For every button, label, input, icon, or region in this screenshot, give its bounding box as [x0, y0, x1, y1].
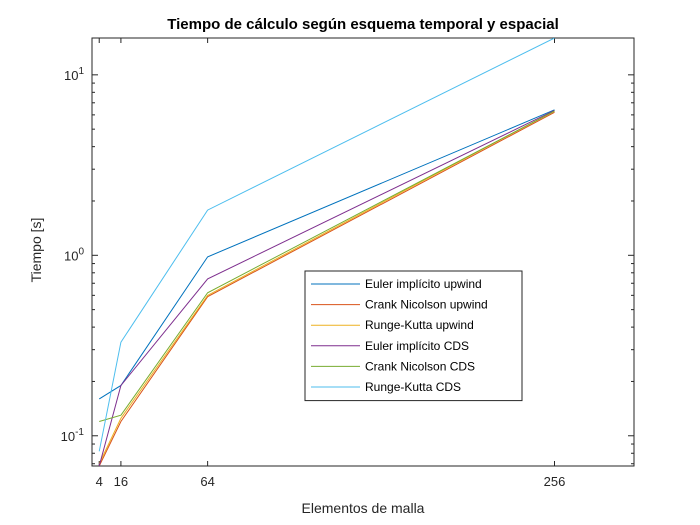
legend-label-4: Euler implícito CDS: [365, 339, 469, 353]
y-tick-label: 101: [64, 66, 84, 83]
plot-area: 4 16 64 256 10-1 100 101: [61, 37, 635, 489]
series-line-6: [98, 38, 555, 452]
legend-label-6: Runge-Kutta CDS: [365, 380, 461, 394]
legend: Euler implícito upwind Crank Nicolson upw…: [304, 270, 523, 402]
legend-label-1: Euler implícito upwind: [365, 277, 482, 291]
series-line-5: [99, 110, 555, 422]
legend-label-2: Crank Nicolson upwind: [365, 298, 488, 312]
series-line-1: [98, 109, 555, 400]
y-tick-label: 100: [64, 246, 84, 263]
x-axis-label: Elementos de malla: [302, 500, 425, 516]
x-tick-label: 64: [200, 474, 214, 489]
y-axis-label: Tiempo [s]: [28, 218, 44, 283]
legend-label-5: Crank Nicolson CDS: [365, 359, 475, 373]
x-tick-label: 16: [114, 474, 128, 489]
series-group: [98, 38, 555, 466]
legend-box: [304, 270, 523, 402]
series-line-2: [98, 111, 555, 466]
legend-label-3: Runge-Kutta upwind: [365, 318, 474, 332]
series-line-4: [98, 109, 555, 466]
series-line-3: [98, 110, 555, 464]
x-tick-label: 256: [544, 474, 566, 489]
x-tick-label: 4: [96, 474, 103, 489]
chart-title: Tiempo de cálculo según esquema temporal…: [167, 16, 559, 33]
axes-box: [91, 37, 635, 467]
y-tick-label: 10-1: [61, 427, 85, 444]
